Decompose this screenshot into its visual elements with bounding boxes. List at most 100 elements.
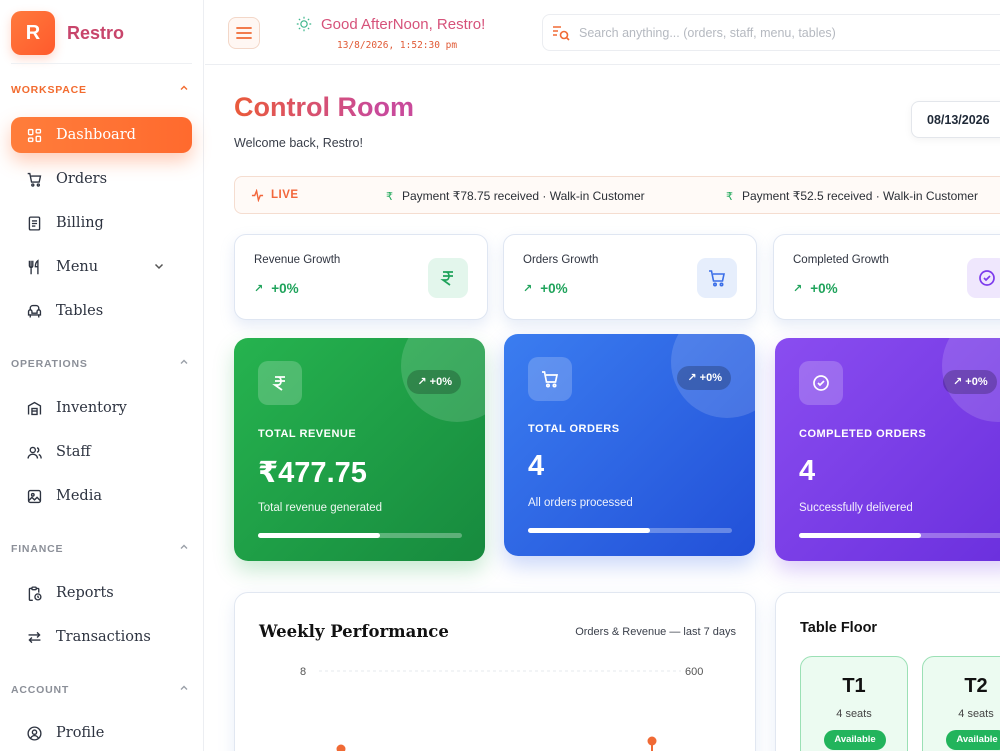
card-subtitle: All orders processed bbox=[528, 497, 633, 509]
arrows-left-right-icon bbox=[28, 631, 41, 643]
arrow-up-right-icon: ↗ bbox=[254, 283, 264, 295]
live-ticker: LIVE ₹ Payment ₹78.75 received · Walk-in… bbox=[234, 176, 1000, 214]
revenue-growth-card[interactable]: Revenue Growth ↗ +0% bbox=[234, 234, 488, 320]
sidebar-item-label: Orders bbox=[56, 171, 108, 187]
armchair-icon bbox=[27, 304, 42, 317]
table-name: T2 bbox=[964, 675, 988, 697]
panel-subtitle: Orders & Revenue — last 7 days bbox=[575, 626, 736, 638]
growth-percent: +0% bbox=[540, 281, 568, 296]
card-value: ₹477.75 bbox=[258, 457, 367, 489]
card-subtitle: Total revenue generated bbox=[258, 502, 383, 514]
pulse-icon bbox=[251, 188, 264, 202]
growth-percent: +0% bbox=[810, 281, 838, 296]
growth-badge: ↗ +0% bbox=[407, 370, 461, 394]
sidebar-item-label: Dashboard bbox=[56, 127, 136, 143]
warehouse-icon bbox=[27, 401, 42, 415]
growth-value: ↗ +0% bbox=[254, 281, 299, 296]
ticker-item: ₹ Payment ₹78.75 received · Walk-in Cust… bbox=[386, 189, 645, 203]
card-value: 4 bbox=[799, 455, 816, 487]
sidebar-item-orders[interactable]: Orders bbox=[11, 161, 192, 197]
orders-growth-card[interactable]: Orders Growth ↗ +0% bbox=[503, 234, 757, 320]
search-bar[interactable] bbox=[542, 14, 1000, 51]
sidebar-item-dashboard[interactable]: Dashboard bbox=[11, 117, 192, 153]
sidebar-item-label: Transactions bbox=[56, 629, 151, 645]
receipt-icon bbox=[28, 215, 41, 231]
sidebar-item-label: Profile bbox=[56, 725, 105, 741]
sidebar-item-billing[interactable]: Billing bbox=[11, 205, 192, 241]
progress-bar bbox=[799, 533, 1000, 538]
card-title: TOTAL ORDERS bbox=[528, 423, 620, 435]
card-title: COMPLETED ORDERS bbox=[799, 428, 927, 440]
arrow-up-right-icon: ↗ bbox=[687, 372, 700, 384]
brand-logo: R bbox=[11, 11, 55, 55]
weekly-performance-panel: Weekly Performance Orders & Revenue — la… bbox=[234, 592, 756, 751]
sidebar-item-label: Tables bbox=[56, 303, 104, 319]
current-datetime: 13/8/2026, 1:52:30 pm bbox=[337, 40, 458, 51]
sidebar-item-media[interactable]: Media bbox=[11, 478, 192, 514]
section-header-operations[interactable]: OPERATIONS bbox=[11, 357, 189, 370]
sidebar-item-tables[interactable]: Tables bbox=[11, 293, 192, 329]
menu-toggle-button[interactable] bbox=[228, 17, 260, 49]
progress-bar bbox=[528, 528, 732, 533]
search-input[interactable] bbox=[579, 25, 979, 40]
hamburger-icon bbox=[236, 27, 252, 39]
date-picker[interactable]: 08/13/2026 bbox=[911, 101, 1000, 138]
completed-growth-card[interactable]: Completed Growth ↗ +0% bbox=[773, 234, 1000, 320]
panel-title: Table Floor bbox=[800, 620, 878, 636]
left-axis-tick: 8 bbox=[300, 666, 306, 678]
sidebar-item-profile[interactable]: Profile bbox=[11, 715, 192, 751]
sidebar-item-inventory[interactable]: Inventory bbox=[11, 390, 192, 426]
section-header-workspace[interactable]: WORKSPACE bbox=[11, 83, 189, 96]
table-tile[interactable]: T2 4 seats Available bbox=[922, 656, 1000, 751]
badge-text: +0% bbox=[429, 376, 452, 388]
section-title: OPERATIONS bbox=[11, 357, 88, 370]
sidebar-item-transactions[interactable]: Transactions bbox=[11, 619, 192, 655]
section-header-account[interactable]: ACCOUNT bbox=[11, 683, 189, 696]
sidebar-item-reports[interactable]: Reports bbox=[11, 575, 192, 611]
cart-icon bbox=[528, 357, 572, 401]
growth-badge: ↗ +0% bbox=[677, 366, 731, 390]
total-revenue-card[interactable]: ↗ +0% TOTAL REVENUE ₹477.75 Total revenu… bbox=[234, 338, 485, 561]
growth-percent: +0% bbox=[271, 281, 299, 296]
arrow-up-right-icon: ↗ bbox=[523, 283, 533, 295]
users-icon bbox=[27, 446, 42, 459]
progress-fill bbox=[258, 533, 381, 538]
chevron-up-icon bbox=[179, 542, 189, 555]
rupee-icon: ₹ bbox=[386, 190, 393, 203]
ticker-item: ₹ Payment ₹52.5 received · Walk-in Custo… bbox=[726, 189, 978, 203]
status-badge: Available bbox=[824, 730, 886, 750]
sidebar-item-label: Staff bbox=[56, 444, 91, 460]
card-label: Revenue Growth bbox=[254, 254, 341, 266]
table-tile[interactable]: T1 4 seats Available bbox=[800, 656, 908, 751]
arrow-up-right-icon: ↗ bbox=[793, 283, 803, 295]
sidebar-item-label: Reports bbox=[56, 585, 114, 601]
section-title: FINANCE bbox=[11, 542, 64, 555]
table-floor-panel: Table Floor T1 4 seats Available T2 4 se… bbox=[775, 592, 1000, 751]
section-header-finance[interactable]: FINANCE bbox=[11, 542, 189, 555]
check-circle-icon bbox=[799, 361, 843, 405]
brand[interactable]: R Restro bbox=[11, 11, 124, 55]
live-indicator: LIVE bbox=[251, 188, 299, 202]
card-label: Completed Growth bbox=[793, 254, 889, 266]
table-seats: 4 seats bbox=[836, 708, 872, 720]
growth-value: ↗ +0% bbox=[793, 281, 838, 296]
card-title: TOTAL REVENUE bbox=[258, 428, 357, 440]
progress-fill bbox=[799, 533, 922, 538]
badge-text: +0% bbox=[965, 376, 988, 388]
total-orders-card[interactable]: ↗ +0% TOTAL ORDERS 4 All orders processe… bbox=[504, 334, 755, 556]
utensils-icon bbox=[28, 258, 39, 274]
search-icon bbox=[553, 25, 570, 41]
growth-value: ↗ +0% bbox=[523, 281, 568, 296]
live-label: LIVE bbox=[271, 189, 299, 201]
chevron-up-icon bbox=[179, 83, 189, 96]
sidebar-item-menu[interactable]: Menu bbox=[11, 249, 192, 285]
section-title: WORKSPACE bbox=[11, 83, 87, 96]
greeting: Good AfterNoon, Restro! bbox=[295, 15, 485, 33]
sidebar-item-label: Menu bbox=[56, 259, 99, 275]
sidebar-item-staff[interactable]: Staff bbox=[11, 434, 192, 470]
completed-orders-card[interactable]: ↗ +0% COMPLETED ORDERS 4 Successfully de… bbox=[775, 338, 1000, 561]
chart-point bbox=[647, 736, 657, 746]
brand-name: Restro bbox=[67, 22, 125, 43]
sidebar-item-label: Media bbox=[56, 488, 102, 504]
divider bbox=[11, 63, 192, 64]
